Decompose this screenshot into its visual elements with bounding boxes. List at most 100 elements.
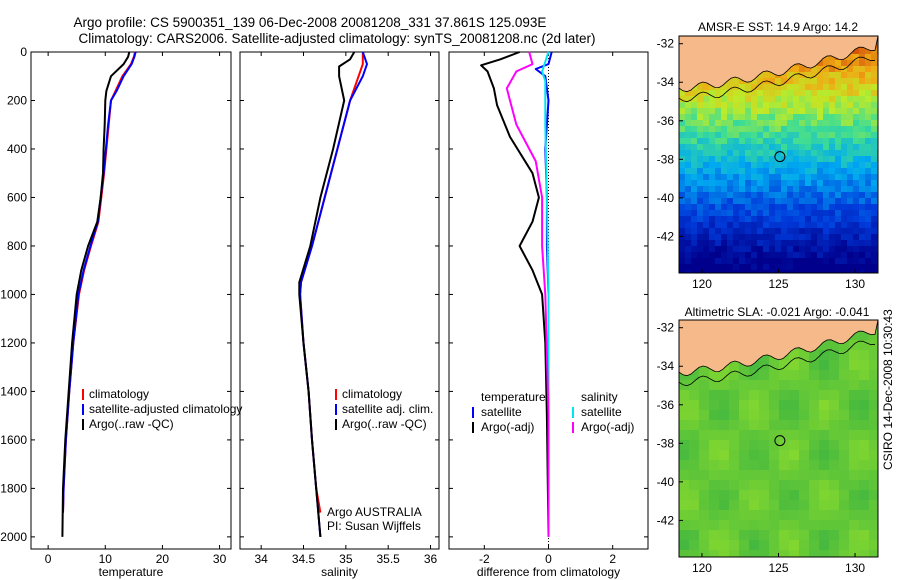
field-cell [679,150,686,157]
field-cell [805,66,812,73]
field-cell [719,420,730,431]
field-cell [775,120,782,127]
field-cell [841,120,848,127]
field-cell [775,162,782,169]
field-cell [775,234,782,241]
field-cell [699,550,710,557]
field-cell [733,210,740,217]
field-cell [727,210,734,217]
field-cell [779,460,790,471]
field-cell [703,126,710,133]
field-cell [733,108,740,115]
field-cell [697,174,704,181]
field-cell [729,530,740,541]
field-cell [839,360,850,371]
field-cell [787,138,794,145]
field-cell [817,78,824,85]
field-cell [799,450,810,461]
field-cell [823,66,830,73]
field-cell [799,126,806,133]
field-cell [871,240,878,247]
field-cell [847,204,854,211]
field-cell [715,264,722,271]
field-cell [819,510,830,521]
field-cell [839,480,850,491]
field-cell [757,126,764,133]
field-cell [759,370,770,381]
field-cell [809,360,820,371]
field-cell [769,168,776,175]
field-cell [709,430,720,441]
sla-map: 120 125 130-32-34-36-38-40-42 [657,319,879,575]
field-cell [769,222,776,229]
field-cell [699,370,710,381]
field-cell [685,132,692,139]
field-cell [751,78,758,85]
field-cell [739,192,746,199]
field-cell [727,138,734,145]
field-cell [729,410,740,421]
field-cell [823,186,830,193]
field-cell [775,144,782,151]
field-cell [869,370,878,381]
field-cell [865,234,872,241]
field-cell [865,72,872,79]
plot-frame [239,51,440,550]
field-cell [703,120,710,127]
field-cell [839,340,850,351]
field-cell [691,240,698,247]
field-cell [685,114,692,121]
field-cell [781,246,788,253]
field-cell [781,102,788,109]
field-cell [769,470,780,481]
field-cell [739,240,746,247]
field-cell [703,222,710,229]
field-cell [853,66,860,73]
map-x-tick-label: 120 [692,277,712,291]
field-cell [769,228,776,235]
field-cell [751,210,758,217]
field-cell [715,210,722,217]
field-cell [849,470,860,481]
field-cell [739,510,750,521]
field-cell [721,222,728,229]
field-cell [829,240,836,247]
field-cell [745,108,752,115]
field-cell [835,60,842,67]
field-cell [853,240,860,247]
field-cell [691,90,698,97]
field-cell [787,210,794,217]
field-cell [823,156,830,163]
field-cell [709,90,716,97]
field-cell [709,550,720,557]
field-cell [829,156,836,163]
field-cell [853,180,860,187]
field-cell [811,144,818,151]
field-cell [787,162,794,169]
field-cell [709,510,720,521]
field-cell [871,180,878,187]
field-cell [689,400,700,411]
field-cell [823,216,830,223]
field-cell [769,90,776,97]
field-cell [859,520,870,531]
field-cell [859,246,866,253]
field-cell [865,264,872,271]
field-cell [849,500,860,511]
field-cell [817,138,824,145]
field-cell [751,150,758,157]
field-cell [729,460,740,471]
field-cell [715,252,722,259]
field-cell [749,460,760,471]
field-cell [829,168,836,175]
field-cell [697,234,704,241]
field-cell [691,234,698,241]
field-cell [703,204,710,211]
field-cell [781,192,788,199]
field-cell [849,550,860,557]
field-cell [811,168,818,175]
field-cell [823,108,830,115]
field-cell [679,228,686,235]
field-cell [715,228,722,235]
field-cell [745,102,752,109]
